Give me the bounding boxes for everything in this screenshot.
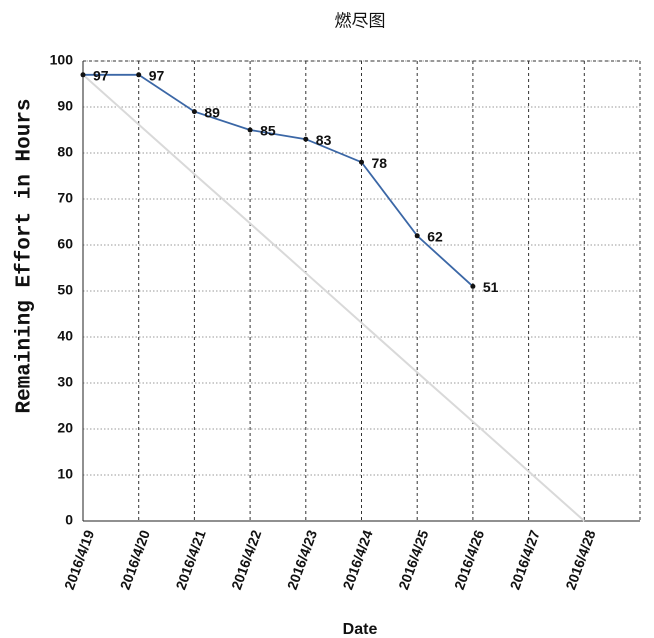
x-tick-label: 2016/4/21: [172, 528, 208, 592]
data-label: 97: [93, 68, 109, 84]
y-tick-label: 40: [57, 328, 73, 344]
data-label: 62: [427, 229, 443, 245]
data-label: 51: [483, 279, 499, 295]
y-axis-label: Remaining Effort in Hours: [14, 98, 37, 413]
data-label: 78: [372, 155, 388, 171]
x-tick-label: 2016/4/25: [395, 528, 431, 592]
y-tick-label: 30: [57, 374, 73, 390]
y-tick-label: 50: [57, 282, 73, 298]
data-label: 85: [260, 123, 276, 139]
point: [80, 72, 86, 78]
point: [359, 159, 364, 165]
y-tick-label: 20: [57, 420, 73, 436]
actual-line: [83, 73, 474, 288]
data-label: 89: [204, 104, 220, 120]
x-axis-label: Date: [343, 621, 378, 638]
x-tick-label: 2016/4/26: [451, 528, 487, 592]
y-tick-label: 80: [57, 144, 73, 160]
point: [414, 233, 420, 239]
x-tick-label: 2016/4/28: [562, 528, 598, 592]
point: [247, 127, 253, 133]
point: [136, 72, 142, 78]
x-tick-label: 2016/4/23: [284, 528, 320, 592]
x-tick-label: 2016/4/19: [61, 528, 97, 592]
y-tick-label: 100: [50, 52, 74, 68]
point: [303, 136, 309, 142]
y-tick-label: 70: [57, 190, 73, 206]
y-tick-label: 0: [65, 512, 73, 528]
data-label: 83: [316, 132, 332, 148]
point: [191, 109, 197, 115]
x-tick-label: 2016/4/27: [507, 528, 543, 592]
y-tick-label: 90: [57, 98, 73, 114]
ideal-line: [82, 74, 585, 522]
y-tick-label: 60: [57, 236, 73, 252]
chart-title: 燃尽图: [335, 11, 386, 30]
point: [470, 283, 476, 289]
x-tick-label: 2016/4/24: [339, 528, 375, 592]
y-tick-label: 10: [57, 466, 73, 482]
data-label: 97: [149, 68, 165, 84]
x-tick-label: 2016/4/22: [228, 528, 264, 592]
x-tick-label: 2016/4/20: [117, 528, 153, 592]
